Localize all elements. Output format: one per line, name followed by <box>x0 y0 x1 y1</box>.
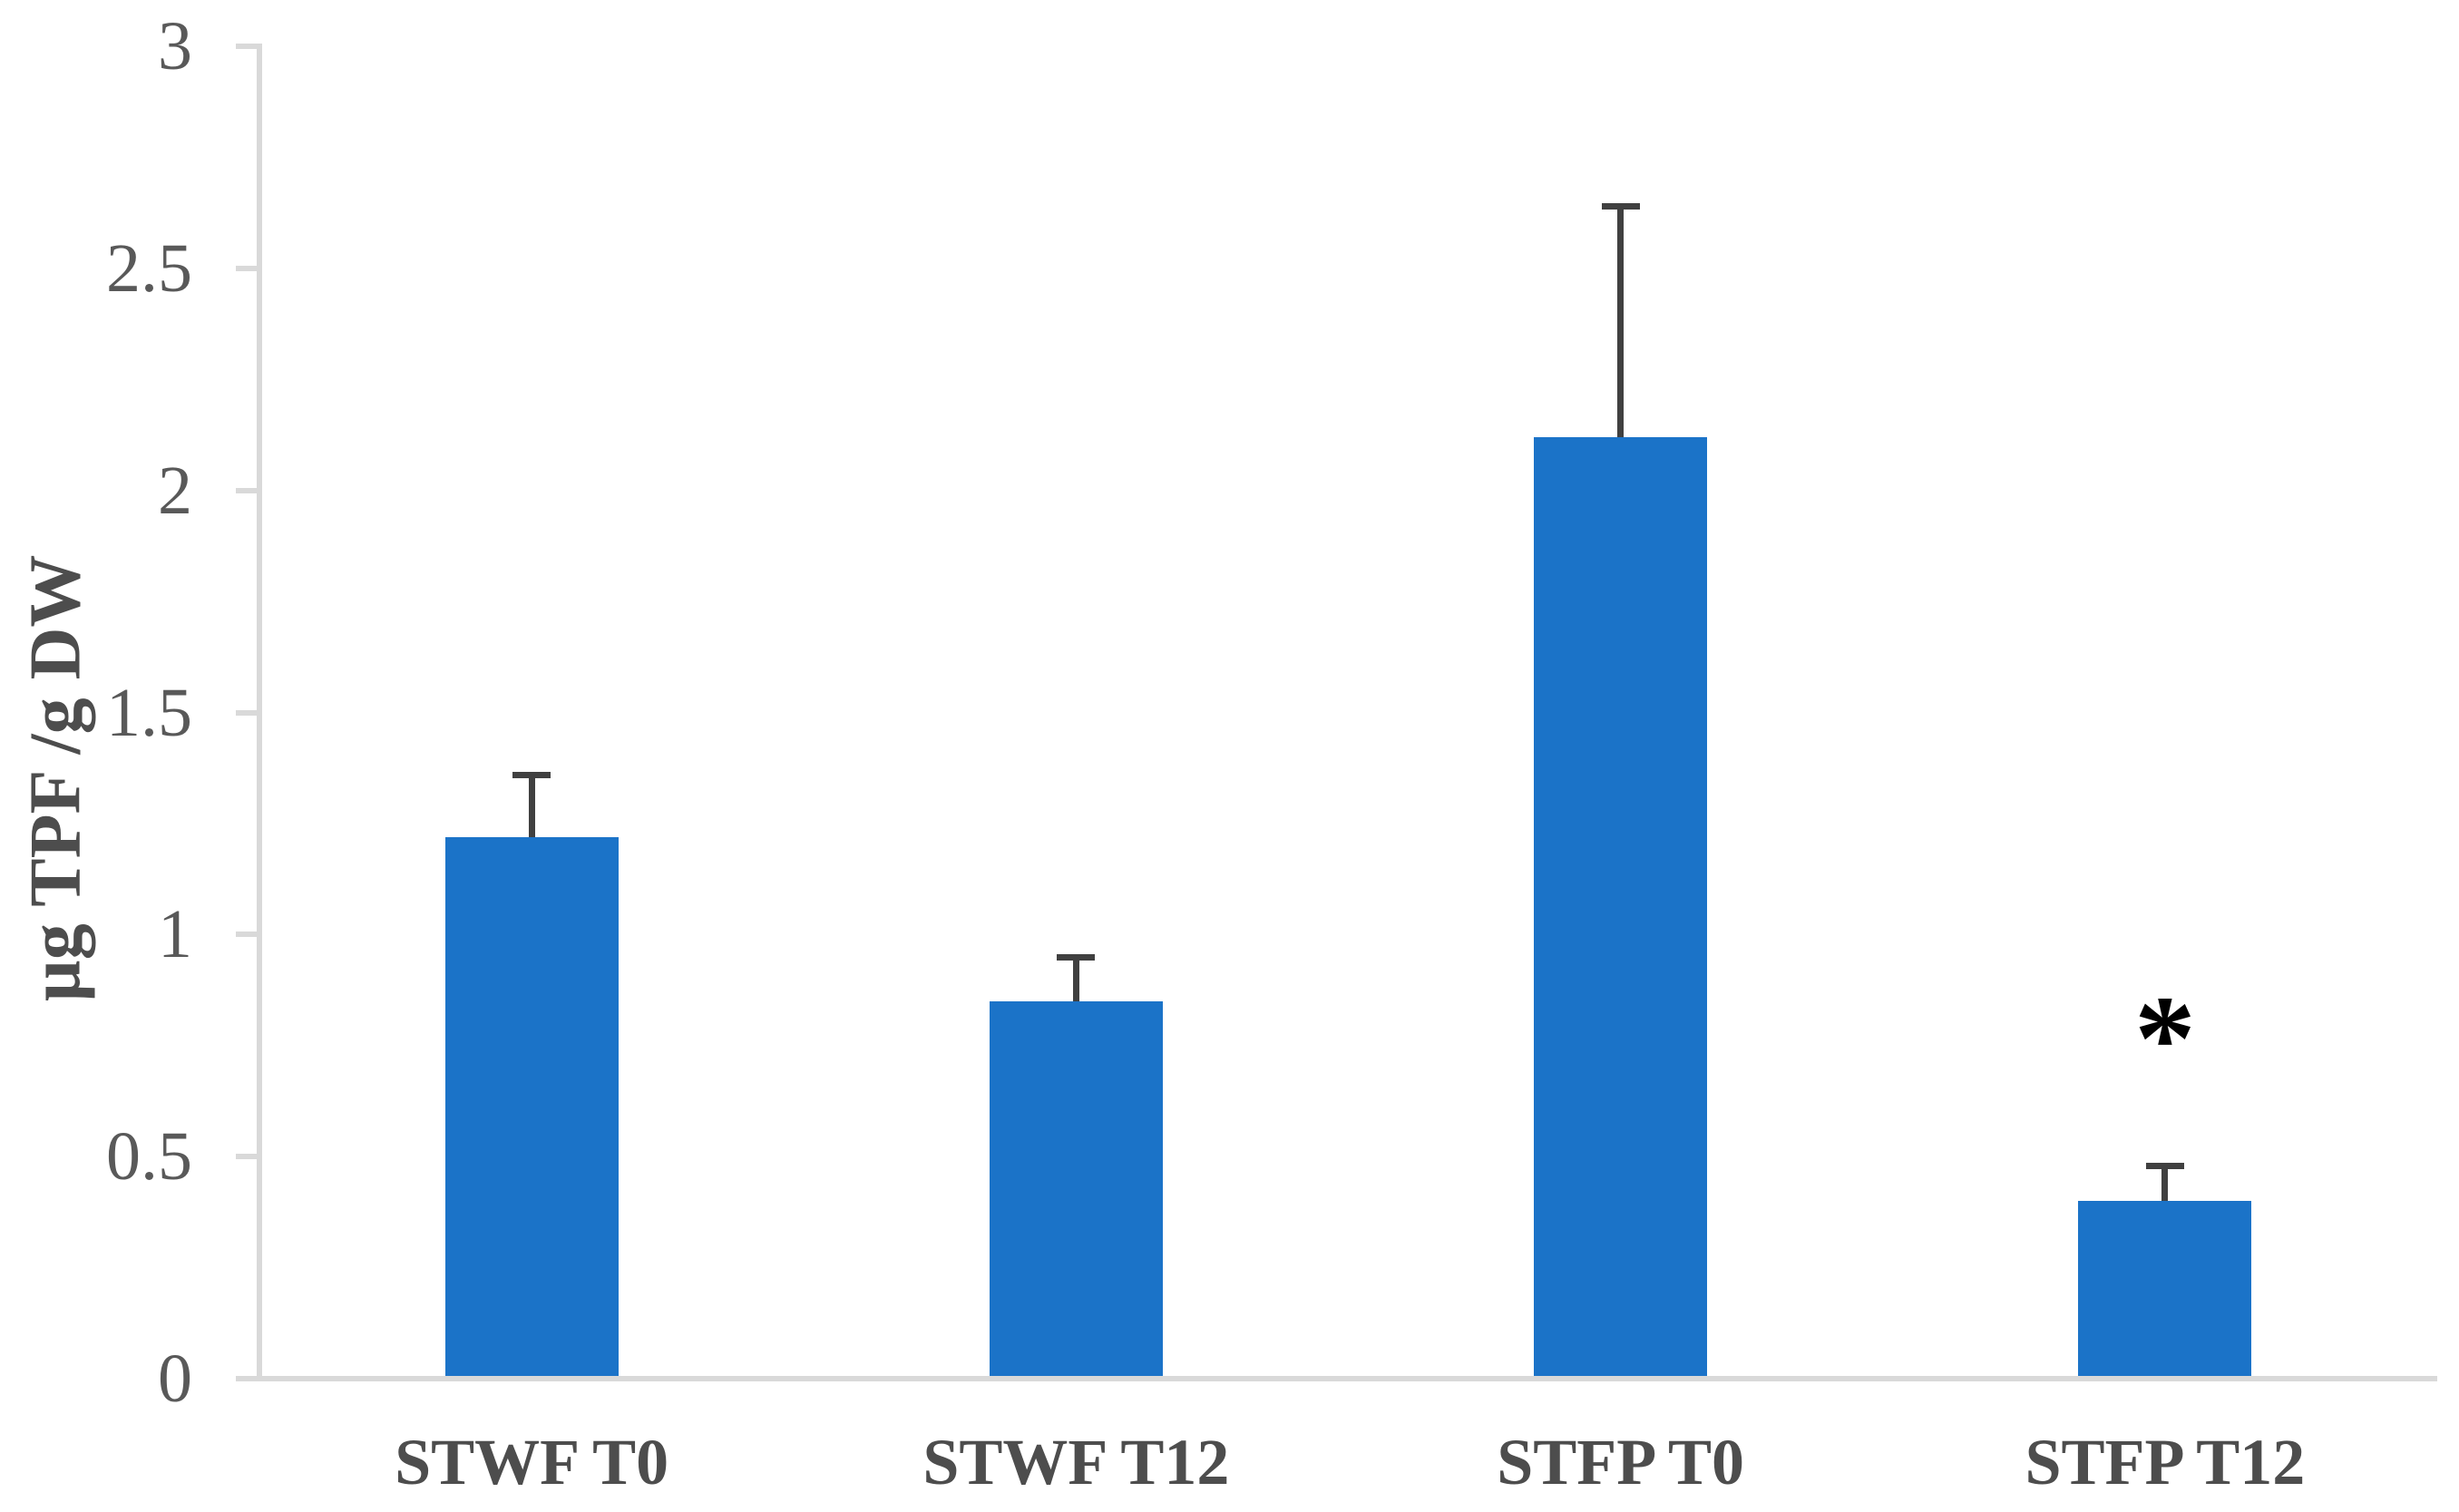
bar-stfp-t12 <box>2078 1201 2252 1379</box>
error-bar-cap-stfp-t0 <box>1601 203 1640 210</box>
y-tick-label-3: 3 <box>158 8 192 84</box>
y-tick-1-5 <box>236 709 257 716</box>
y-axis-line <box>257 44 262 1381</box>
x-axis-label-stwf-t12: STWF T12 <box>922 1426 1230 1498</box>
x-axis-line <box>236 1376 2437 1381</box>
y-tick-2 <box>236 487 257 493</box>
bar-stwf-t0 <box>444 836 619 1379</box>
y-tick-label-0: 0 <box>158 1341 192 1417</box>
error-bar-line-stwf-t12 <box>1072 956 1079 1001</box>
y-tick-label-1: 1 <box>158 896 192 973</box>
y-tick-3 <box>236 44 257 49</box>
error-bar-cap-stwf-t12 <box>1057 953 1096 961</box>
x-axis-label-stfp-t0: STFP T0 <box>1497 1426 1745 1498</box>
error-bar-line-stwf-t0 <box>528 775 535 837</box>
error-bar-cap-stfp-t12 <box>2145 1162 2184 1169</box>
y-tick-1 <box>236 932 257 938</box>
error-bar-line-stfp-t0 <box>1617 206 1625 437</box>
y-tick-label-2-5: 2.5 <box>106 229 192 307</box>
y-tick-label-2: 2 <box>158 452 192 529</box>
bar-stfp-t0 <box>1534 436 1708 1379</box>
y-axis-title: µg TPF /g DW <box>15 554 96 1002</box>
error-bar-cap-stwf-t0 <box>512 772 551 779</box>
error-bar-line-stfp-t12 <box>2161 1165 2169 1202</box>
y-tick-0-5 <box>236 1154 257 1160</box>
y-tick-label-0-5: 0.5 <box>106 1118 192 1195</box>
y-tick-label-1-5: 1.5 <box>106 674 192 751</box>
significance-asterisk-0: * <box>2134 971 2196 1107</box>
x-axis-label-stwf-t0: STWF T0 <box>395 1426 669 1498</box>
bar-stwf-t12 <box>989 1000 1163 1379</box>
y-tick-2-5 <box>236 265 257 271</box>
x-axis-label-stfp-t12: STFP T12 <box>2025 1426 2306 1498</box>
